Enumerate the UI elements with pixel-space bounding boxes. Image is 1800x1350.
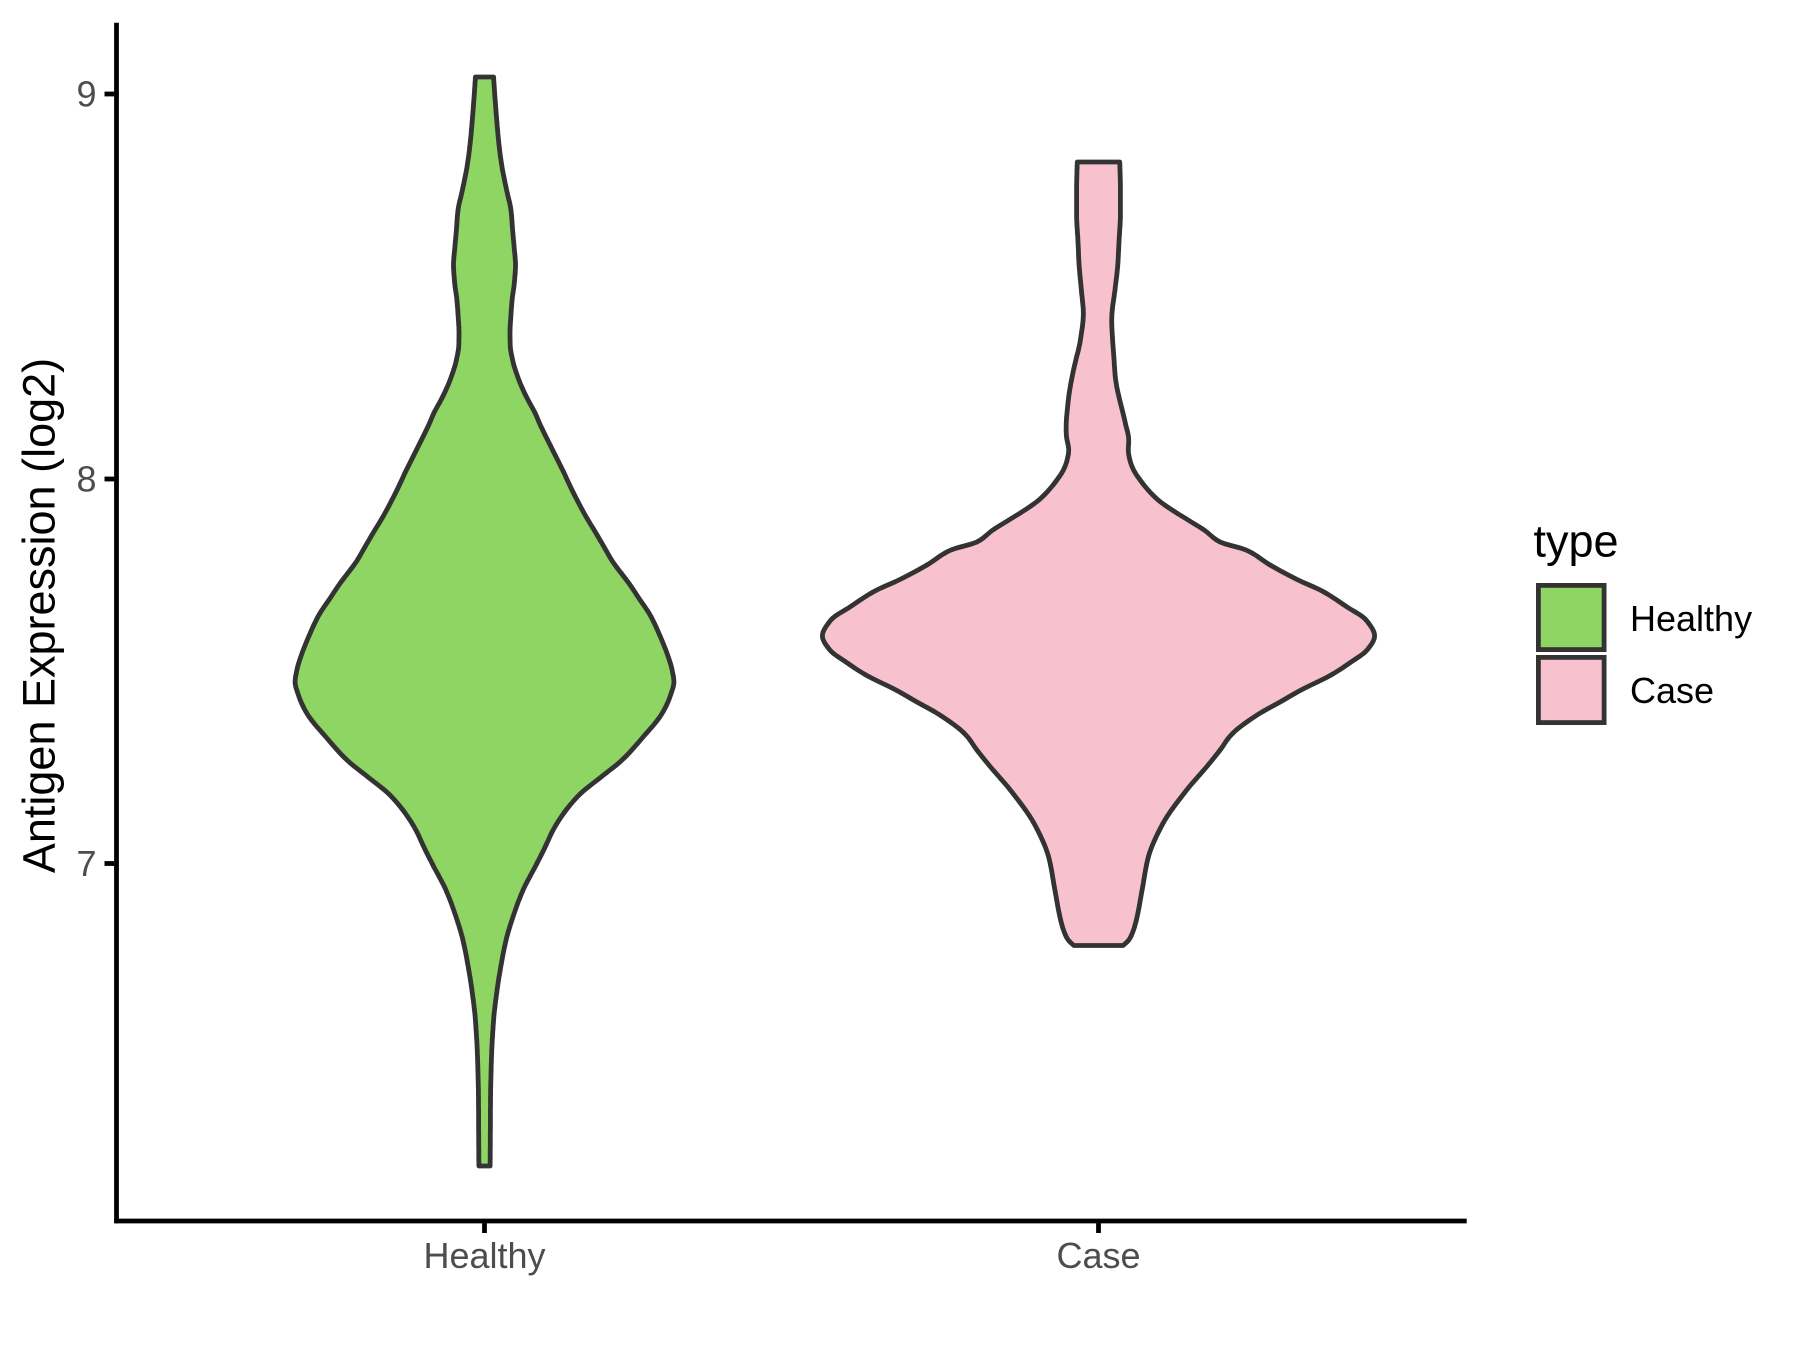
svg-text:Case: Case (1056, 1235, 1140, 1276)
svg-text:Case: Case (1630, 670, 1714, 711)
svg-text:8: 8 (76, 459, 96, 500)
svg-text:Healthy: Healthy (1630, 598, 1752, 639)
svg-text:Antigen Expression (log2): Antigen Expression (log2) (14, 358, 65, 873)
svg-text:type: type (1534, 516, 1619, 567)
svg-text:Healthy: Healthy (423, 1235, 545, 1276)
svg-text:9: 9 (76, 74, 96, 115)
svg-text:7: 7 (76, 843, 96, 884)
